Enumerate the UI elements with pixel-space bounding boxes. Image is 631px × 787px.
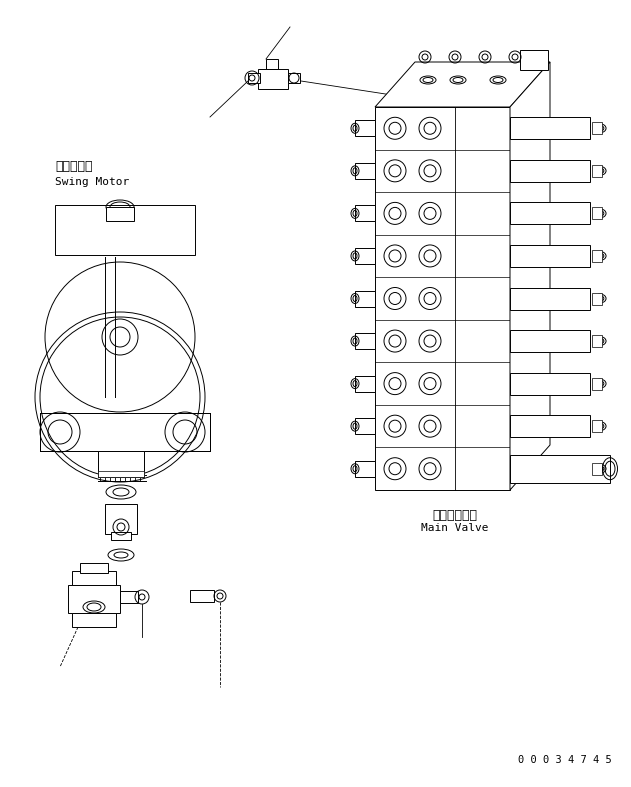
Bar (72, 613, 116, 627)
Bar (355, 248, 375, 264)
Bar (120, 591, 138, 603)
Bar (510, 245, 590, 267)
Bar (355, 418, 375, 434)
Bar (510, 287, 590, 309)
Bar (55, 205, 195, 255)
Bar (592, 420, 602, 432)
Bar (355, 375, 375, 392)
Polygon shape (510, 62, 550, 490)
Bar (510, 455, 610, 482)
Bar (355, 290, 375, 306)
Text: メインバルブ: メインバルブ (432, 509, 478, 522)
Polygon shape (375, 62, 550, 107)
Text: Swing Motor: Swing Motor (55, 177, 129, 187)
Bar (375, 107, 510, 490)
Bar (510, 372, 590, 394)
Bar (355, 205, 375, 221)
Bar (105, 504, 137, 534)
Bar (592, 463, 602, 475)
Bar (510, 160, 590, 182)
Text: 0 0 0 3 4 7 4 5: 0 0 0 3 4 7 4 5 (518, 755, 612, 765)
Bar (510, 458, 590, 480)
Bar (510, 202, 590, 224)
Bar (510, 416, 590, 437)
Bar (98, 451, 144, 477)
Bar (592, 122, 602, 135)
Bar (592, 164, 602, 177)
Text: 旋回モータ: 旋回モータ (55, 160, 93, 173)
Bar (355, 120, 375, 136)
Bar (258, 69, 288, 89)
Bar (111, 532, 131, 540)
Bar (592, 250, 602, 262)
Bar (248, 73, 260, 83)
Bar (355, 163, 375, 179)
Bar (592, 378, 602, 390)
Bar (80, 563, 108, 573)
Text: Main Valve: Main Valve (422, 523, 489, 533)
Bar (40, 413, 210, 451)
Bar (288, 73, 300, 83)
Bar (98, 471, 144, 477)
Bar (72, 571, 116, 585)
Bar (106, 207, 134, 221)
Bar (355, 333, 375, 349)
Bar (510, 330, 590, 352)
Bar (592, 335, 602, 347)
Bar (592, 293, 602, 305)
Bar (510, 117, 590, 139)
Bar (190, 590, 214, 602)
Bar (266, 59, 278, 69)
Bar (355, 460, 375, 477)
Bar (592, 208, 602, 220)
Bar (68, 585, 120, 613)
Bar (520, 50, 548, 70)
